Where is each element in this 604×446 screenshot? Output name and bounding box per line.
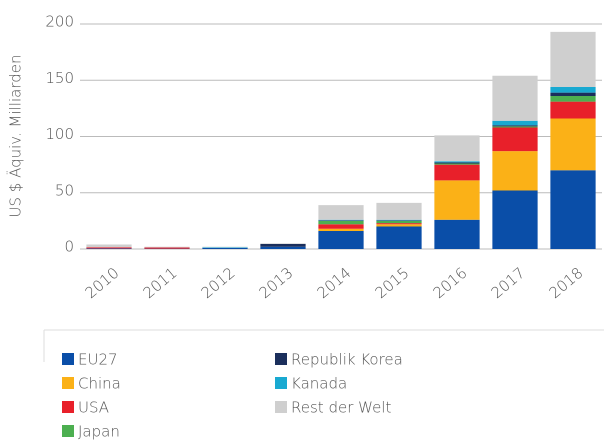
legend-label: China	[78, 375, 121, 393]
legend-swatch	[275, 377, 287, 389]
bar-segment	[260, 243, 306, 244]
legend-label: Republik Korea	[291, 351, 403, 369]
y-tick-label: 150	[45, 69, 74, 87]
bar-segment	[144, 246, 190, 248]
legend-label: Japan	[78, 423, 120, 441]
bar-segment	[434, 180, 480, 220]
bar-segment	[492, 127, 538, 152]
y-axis-label: US $ Äquiv. Milliarden	[6, 55, 25, 218]
bar-segment	[550, 118, 596, 171]
legend-swatch	[62, 401, 74, 413]
bar-segment	[376, 223, 422, 225]
bar-segment	[260, 246, 306, 249]
bar-segment	[434, 163, 480, 165]
bar-segment	[376, 219, 422, 221]
y-tick-label: 200	[45, 13, 74, 31]
y-tick-label: 50	[55, 181, 74, 199]
x-tick-label: 2018	[546, 264, 587, 302]
bar-segment	[434, 219, 480, 249]
x-tick-label: 2010	[82, 264, 123, 302]
legend-label: EU27	[78, 351, 118, 369]
bar-segment	[86, 248, 132, 249]
y-tick-label: 100	[45, 125, 74, 143]
bar-segment	[376, 202, 422, 220]
x-tick-label: 2015	[372, 264, 413, 302]
bar-segment	[550, 92, 596, 96]
bar-segment	[492, 120, 538, 126]
legend-swatch	[62, 353, 74, 365]
bar-segment	[550, 170, 596, 249]
bar-segment	[318, 228, 364, 231]
legend-swatch	[62, 425, 74, 437]
legend-swatch	[275, 353, 287, 365]
bar-segment	[376, 226, 422, 249]
bar-segment	[550, 96, 596, 102]
bar-segment	[434, 135, 480, 162]
x-tick-label: 2017	[488, 264, 529, 302]
legend-swatch	[275, 401, 287, 413]
bar-segment	[202, 247, 248, 248]
bar-segment	[318, 220, 364, 225]
legend-label: USA	[78, 399, 109, 417]
bar-segment	[492, 126, 538, 128]
bar-segment	[376, 220, 422, 224]
x-tick-label: 2014	[314, 264, 355, 302]
bar-segment	[202, 246, 248, 248]
bar-segment	[86, 247, 132, 249]
legend-label: Rest der Welt	[291, 399, 391, 417]
legend-swatch	[62, 377, 74, 389]
bar-segment	[318, 231, 364, 249]
x-tick-label: 2013	[256, 264, 297, 302]
bar-segment	[550, 31, 596, 87]
x-tick-label: 2016	[430, 264, 471, 302]
bar-segment	[550, 101, 596, 119]
bar-segment	[434, 162, 480, 164]
bar-segment	[376, 224, 422, 227]
bar-segment	[318, 220, 364, 221]
bar-segment	[492, 190, 538, 249]
bar-segment	[318, 219, 364, 221]
bar-segment	[492, 151, 538, 191]
legend-label: Kanada	[291, 375, 347, 393]
bar-segment	[202, 247, 248, 249]
bar-segment	[434, 164, 480, 181]
bar-segment	[492, 125, 538, 127]
x-tick-label: 2012	[198, 264, 239, 302]
bar-segment	[86, 244, 132, 248]
bar-segment	[434, 161, 480, 163]
bar-segment	[492, 75, 538, 121]
bar-segment	[318, 205, 364, 220]
bar-segment	[376, 220, 422, 221]
bar-segment	[318, 224, 364, 229]
y-tick-label: 0	[64, 238, 74, 256]
x-tick-label: 2011	[140, 264, 181, 302]
bar-segment	[144, 247, 190, 249]
bar-segment	[260, 243, 306, 247]
bar-segment	[550, 87, 596, 93]
